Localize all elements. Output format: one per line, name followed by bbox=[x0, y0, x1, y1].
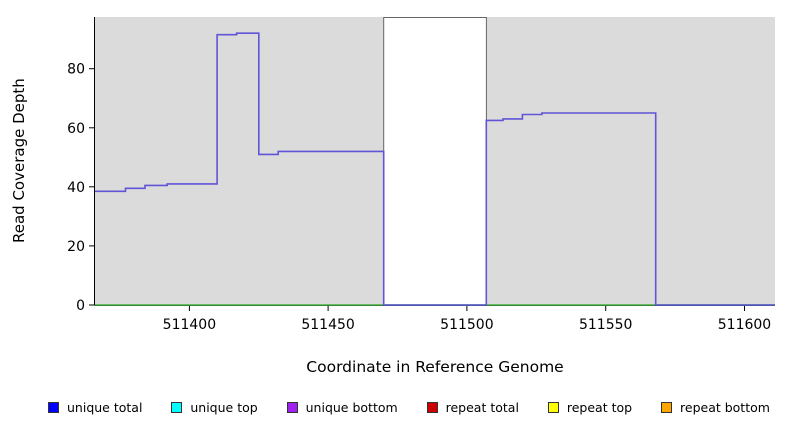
legend-item-unique-top: unique top bbox=[171, 400, 258, 415]
x-tick-label: 511500 bbox=[440, 317, 493, 333]
y-tick-label: 0 bbox=[76, 298, 85, 314]
legend-swatch-unique-bottom bbox=[286, 402, 298, 413]
legend-item-repeat-bottom: repeat bottom bbox=[661, 400, 770, 415]
legend-item-unique-total: unique total bbox=[48, 400, 142, 415]
gap-region bbox=[383, 17, 487, 306]
legend-item-repeat-total: repeat total bbox=[426, 400, 519, 415]
chart-canvas: 511400 511450 511500 511550 511600 0 20 40 60 80 bbox=[67, 17, 775, 333]
legend-label: unique bottom bbox=[305, 400, 398, 415]
x-tick-label: 511400 bbox=[163, 317, 216, 333]
legend: unique total unique top unique bottom re… bbox=[48, 400, 770, 415]
legend-label: repeat bottom bbox=[680, 400, 770, 415]
y-tick-label: 20 bbox=[67, 239, 85, 255]
y-tick-label: 40 bbox=[67, 180, 85, 196]
legend-item-repeat-top: repeat top bbox=[547, 400, 633, 415]
legend-swatch-repeat-top bbox=[547, 402, 559, 413]
y-axis-title: Read Coverage Depth bbox=[10, 78, 28, 244]
y-tick-label: 80 bbox=[67, 62, 85, 78]
legend-swatch-repeat-total bbox=[426, 402, 438, 413]
legend-label: repeat top bbox=[566, 400, 633, 415]
x-tick-label: 511600 bbox=[718, 317, 771, 333]
y-tick-label: 60 bbox=[67, 121, 85, 137]
legend-item-unique-bottom: unique bottom bbox=[286, 400, 398, 415]
x-axis-title: Coordinate in Reference Genome bbox=[306, 358, 564, 376]
series-unique-bottom bbox=[95, 32, 775, 306]
x-tick-label: 511450 bbox=[301, 317, 354, 333]
legend-swatch-unique-top bbox=[171, 402, 183, 413]
legend-swatch-unique-total bbox=[48, 402, 59, 413]
legend-label: unique total bbox=[67, 400, 143, 415]
legend-label: repeat total bbox=[445, 400, 519, 415]
legend-swatch-repeat-bottom bbox=[661, 402, 673, 413]
legend-label: unique top bbox=[190, 400, 258, 415]
x-tick-label: 511550 bbox=[579, 317, 632, 333]
